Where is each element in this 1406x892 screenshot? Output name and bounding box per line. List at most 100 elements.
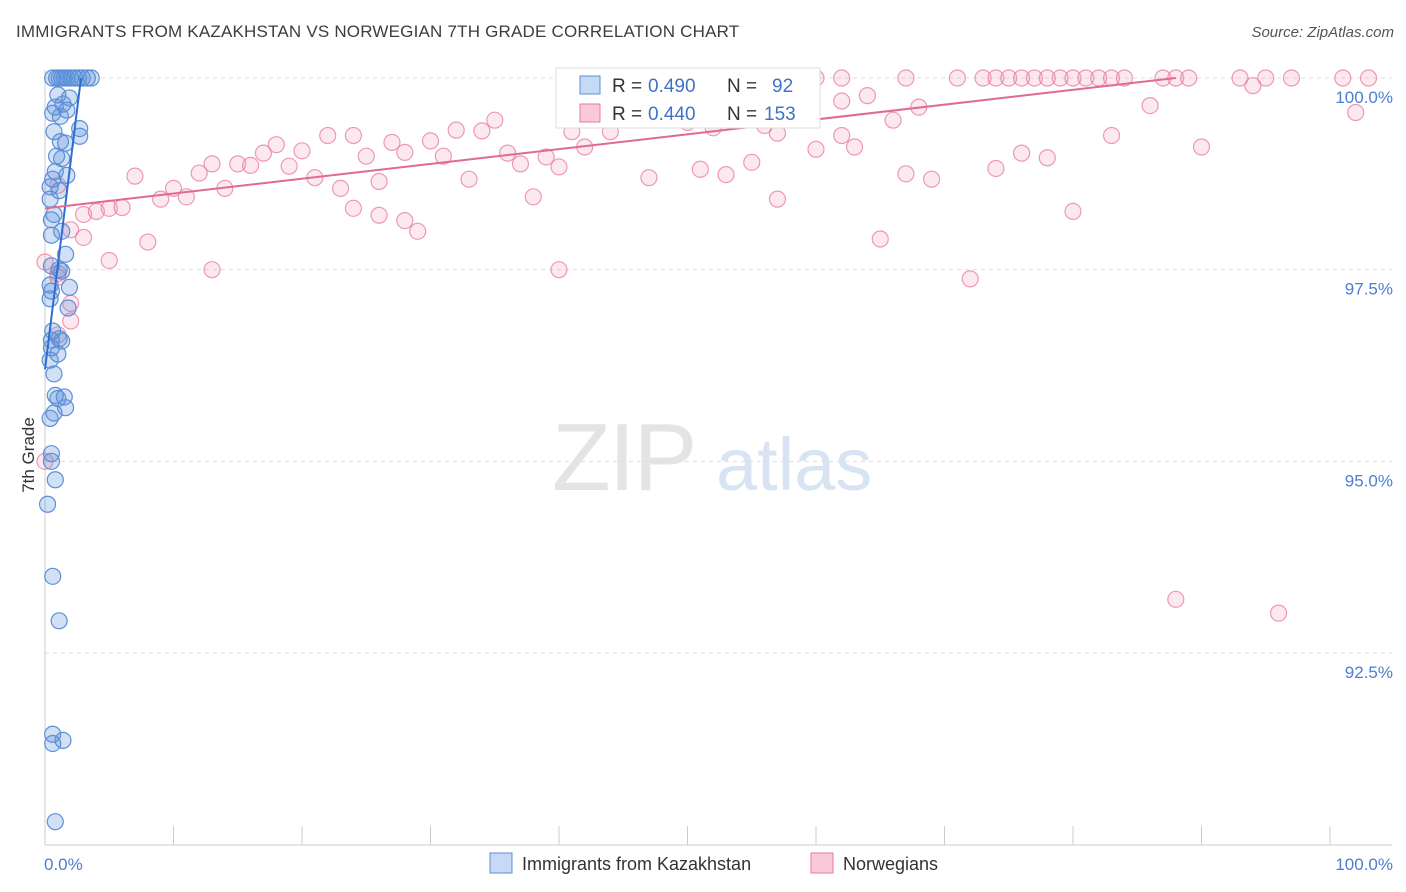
stats-n-value-2: 153	[764, 104, 796, 125]
norwegian-point	[1000, 69, 1018, 87]
kazakhstan-point	[42, 257, 61, 275]
norwegian-point	[1012, 69, 1031, 87]
norwegian-point	[486, 111, 504, 129]
norwegian-point	[1141, 96, 1159, 115]
y-tick-label: 92.5%	[1345, 663, 1393, 682]
kazakhstan-point	[41, 409, 59, 427]
kazakhstan-point	[54, 731, 72, 750]
x-tick-label: 0.0%	[44, 855, 83, 874]
stats-r-value-1: 0.490	[648, 76, 696, 97]
kazakhstan-point	[58, 166, 76, 184]
kazakhstan-point	[41, 190, 59, 208]
norwegian-point	[62, 312, 80, 330]
source-note: Source: ZipAtlas.com	[1251, 24, 1394, 41]
norwegian-point	[961, 270, 979, 288]
y-tick-label: 97.5%	[1345, 280, 1393, 299]
kazakhstan-point	[45, 365, 63, 383]
kazakhstan-point	[56, 245, 75, 263]
norwegian-point	[1038, 149, 1056, 167]
norwegian-point	[280, 157, 298, 175]
norwegian-point	[691, 160, 709, 178]
stats-n-label-1: N =	[727, 76, 757, 97]
norwegian-point	[923, 170, 941, 188]
norwegian-point	[974, 69, 992, 87]
norwegian-point	[421, 132, 440, 150]
norwegian-point	[833, 126, 851, 145]
norwegian-point	[409, 222, 427, 240]
stats-r-label-1: R =	[612, 76, 642, 97]
norwegian-point	[1038, 69, 1056, 87]
norwegian-point	[1347, 103, 1365, 122]
norwegian-point	[833, 92, 851, 110]
norwegian-point	[113, 198, 131, 217]
watermark-zip: ZIP	[552, 404, 695, 511]
norwegian-point	[254, 144, 273, 162]
legend: Immigrants from Kazakhstan Norwegians	[489, 852, 938, 874]
kazakhstan-point	[41, 178, 59, 196]
kazakhstan-point	[78, 69, 97, 87]
norwegian-point	[1051, 69, 1069, 87]
norwegian-point	[640, 169, 658, 187]
watermark-atlas: atlas	[716, 423, 872, 506]
norwegian-point	[1282, 69, 1301, 87]
norwegian-point	[74, 205, 93, 224]
norwegian-point	[743, 153, 761, 171]
norwegian-point	[139, 233, 157, 251]
norwegian-point	[1359, 69, 1378, 87]
norwegian-point	[1077, 69, 1095, 87]
norwegian-point	[1025, 69, 1044, 87]
stats-n-value-1: 92	[772, 76, 793, 97]
kazakhstan-point	[38, 495, 57, 513]
norwegian-point	[987, 159, 1005, 178]
norwegian-point	[357, 147, 375, 165]
norwegian-point	[396, 212, 414, 230]
stats-swatch-norwegians	[579, 103, 601, 123]
norwegian-point	[447, 121, 465, 139]
kazakhstan-point	[41, 290, 59, 308]
norwegian-point	[807, 140, 825, 158]
kazakhstan-point	[71, 127, 89, 145]
norwegian-point	[460, 170, 478, 188]
norwegian-point	[344, 126, 362, 145]
kazakhstan-point	[42, 226, 61, 244]
norwegian-point	[1334, 69, 1352, 87]
y-tick-label: 100.0%	[1335, 88, 1393, 107]
stats-box: R = 0.490 N = 92 R = 0.440 N = 153	[555, 67, 821, 129]
kazakhstan-point	[51, 107, 70, 125]
kazakhstan-point	[53, 332, 71, 350]
norwegian-point	[100, 251, 118, 270]
trendlines	[44, 77, 1176, 370]
kazakhstan-point	[46, 471, 64, 489]
norwegian-point	[1192, 138, 1211, 156]
norwegian-point	[1064, 202, 1082, 220]
norwegian-point	[319, 126, 337, 145]
norwegian-point	[396, 143, 414, 161]
tick-labels: 100.0% 97.5% 95.0% 92.5% 0.0% 100.0%	[44, 88, 1393, 874]
norwegian-point	[1257, 69, 1275, 87]
norwegian-point	[331, 179, 350, 197]
norwegian-point	[833, 69, 851, 87]
norwegian-point	[370, 172, 388, 191]
norwegian-point	[871, 230, 889, 248]
legend-swatch-kazakhstan	[489, 852, 513, 874]
norwegian-point	[987, 69, 1005, 87]
norwegian-point	[1064, 69, 1082, 87]
norwegian-point	[884, 111, 902, 129]
stats-swatch-kazakhstan	[579, 75, 601, 95]
legend-swatch-norwegians	[810, 852, 834, 874]
kazakhstan-point	[73, 69, 91, 87]
kazakhstan-point	[44, 734, 62, 753]
norwegian-point	[768, 190, 787, 208]
norwegian-point	[1102, 126, 1121, 145]
norwegian-point	[1115, 69, 1134, 87]
kazakhstan-point	[44, 567, 62, 585]
kazakhstan-point	[58, 101, 76, 119]
kazakhstan-point	[82, 69, 100, 87]
norwegian-point	[1167, 590, 1185, 608]
norwegian-point	[370, 206, 388, 224]
kazakhstan-point	[59, 299, 77, 317]
norwegian-point	[1180, 69, 1198, 87]
y-axis-label: 7th Grade	[19, 417, 38, 493]
kazakhstan-point	[50, 612, 68, 630]
